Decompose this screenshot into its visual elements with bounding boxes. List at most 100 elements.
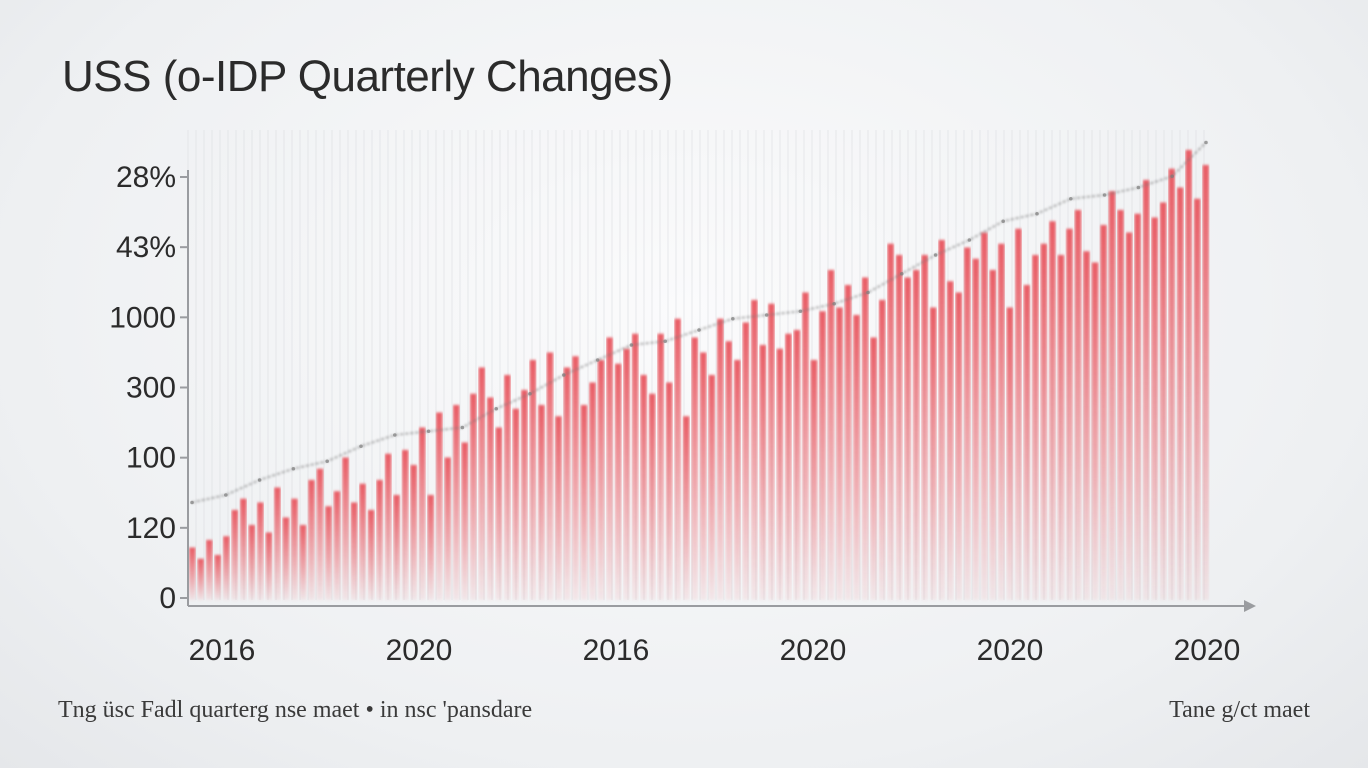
bar	[751, 300, 758, 600]
trend-point	[832, 301, 836, 306]
bar	[308, 480, 315, 600]
bar	[1151, 217, 1158, 600]
bar	[350, 502, 358, 600]
bar	[1134, 213, 1141, 600]
bar-series	[189, 150, 1209, 600]
trend-point	[764, 313, 769, 317]
bar	[844, 285, 852, 600]
bar	[810, 360, 818, 600]
trend-point	[325, 459, 330, 464]
trend-point	[1170, 174, 1174, 179]
bar	[759, 345, 767, 600]
bar	[657, 333, 664, 600]
bar	[580, 405, 588, 600]
bar	[717, 318, 724, 600]
bar	[742, 322, 750, 600]
trend-point	[528, 391, 532, 396]
bar	[359, 483, 366, 600]
bar	[785, 333, 792, 600]
bar	[461, 442, 469, 600]
y-tick-label: 0	[159, 582, 176, 615]
bar	[623, 348, 630, 600]
bar	[563, 367, 571, 600]
trend-point	[460, 425, 465, 430]
trend-point	[629, 343, 634, 347]
bar	[1185, 150, 1192, 600]
bar	[572, 356, 579, 600]
trend-point	[900, 271, 904, 276]
x-tick-label: 2020	[977, 634, 1044, 667]
y-tick-label: 28%	[116, 161, 176, 194]
bar	[912, 270, 920, 600]
bar	[384, 453, 392, 600]
bar	[614, 363, 622, 600]
trend-point	[933, 253, 938, 257]
bar	[725, 341, 733, 600]
bar	[214, 555, 222, 600]
bar	[223, 536, 230, 600]
bar	[640, 375, 647, 600]
bar	[827, 270, 835, 600]
bar	[708, 375, 716, 600]
y-tick-label: 1000	[109, 301, 176, 334]
bar	[1023, 285, 1031, 600]
bar	[853, 315, 860, 600]
bar	[1091, 262, 1099, 600]
bar	[904, 277, 911, 600]
bar	[895, 255, 903, 600]
bar	[1159, 202, 1167, 600]
trend-point	[190, 500, 194, 505]
bar	[955, 292, 962, 600]
trend-point	[359, 444, 363, 449]
bar	[291, 498, 298, 600]
bar	[597, 360, 605, 600]
bar	[470, 393, 477, 600]
x-tick-label: 2016	[189, 634, 256, 667]
bar	[947, 281, 954, 600]
bar	[700, 352, 707, 600]
bar	[376, 480, 383, 600]
trend-point	[393, 433, 397, 437]
bar	[734, 360, 741, 600]
footer-note-right: Tane g/ct maet	[1169, 697, 1310, 723]
bar	[1015, 228, 1022, 600]
bar	[1202, 165, 1209, 600]
bar	[606, 337, 613, 600]
bar	[1108, 191, 1116, 600]
bar	[682, 416, 690, 600]
bar	[989, 270, 997, 600]
bar	[938, 240, 945, 600]
trend-point	[663, 339, 667, 344]
bar	[929, 307, 937, 600]
y-axis-ticks: 0 120 100 300 1000 43% 28%	[109, 161, 188, 615]
footer-note-left: Tng üsc Fadl quarterg nse maet • in nsc …	[58, 697, 533, 723]
bar	[189, 547, 196, 600]
bar	[274, 487, 281, 600]
bar	[589, 382, 596, 600]
bar	[231, 510, 239, 600]
x-axis-arrow-icon	[1244, 600, 1256, 612]
bar	[981, 232, 988, 600]
bar	[393, 495, 400, 600]
bar	[793, 330, 801, 600]
bar	[521, 390, 528, 600]
trend-point	[1035, 211, 1039, 216]
bar	[333, 491, 341, 600]
bar	[197, 558, 205, 600]
bar	[444, 457, 451, 600]
bar	[776, 348, 784, 600]
bar	[674, 318, 681, 600]
bar	[878, 300, 886, 600]
trend-point	[1204, 140, 1208, 145]
bar	[240, 498, 247, 600]
bar	[401, 450, 409, 600]
bar	[1040, 243, 1048, 600]
trend-point	[257, 478, 262, 482]
y-tick-label: 300	[126, 372, 176, 405]
bar	[504, 375, 511, 600]
bar	[1142, 180, 1150, 600]
bar	[436, 412, 443, 600]
trend-point	[426, 429, 431, 434]
bar	[631, 333, 639, 600]
trend-point	[1102, 193, 1107, 197]
